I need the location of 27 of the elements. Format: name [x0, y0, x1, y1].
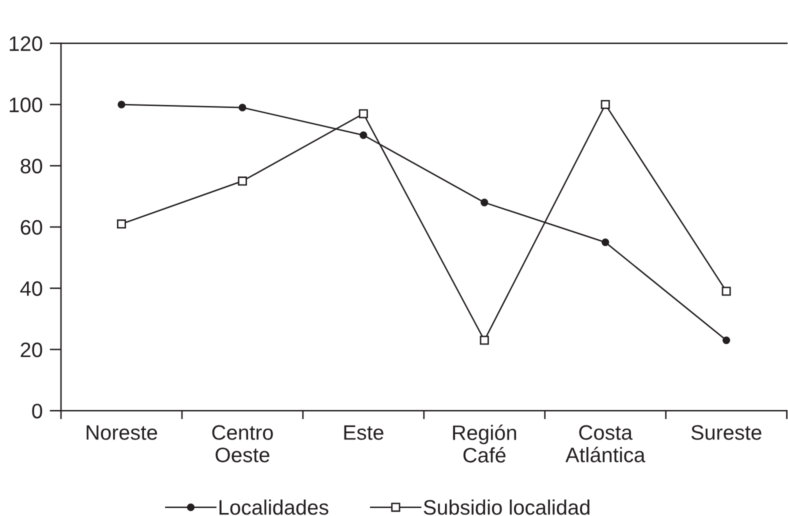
y-tick-label: 60: [20, 220, 42, 235]
point: [722, 336, 730, 344]
legend-label: Localidades: [220, 500, 328, 515]
y-tick-label: 20: [20, 342, 42, 358]
x-tick-label: Noreste: [86, 425, 158, 440]
y-tick-label: 80: [20, 158, 42, 174]
point: [360, 131, 368, 139]
point: [600, 100, 610, 110]
y-tick-label: 120: [10, 36, 42, 52]
x-tick-label: Sureste: [691, 425, 762, 440]
point: [118, 100, 126, 108]
point: [722, 286, 731, 296]
y-tick-label: 40: [20, 281, 42, 296]
legend-label: Subsidio localidad: [424, 500, 590, 515]
point: [602, 238, 610, 246]
x-tick-label: Centro Oeste: [212, 425, 273, 462]
point: [238, 104, 246, 112]
point: [480, 198, 488, 206]
x-tick-label: Región Café: [453, 424, 516, 463]
point: [480, 336, 489, 345]
x-tick-label: Costa Atlántica: [565, 425, 646, 462]
y-tick-label: 0: [32, 404, 42, 418]
x-tick-label: Este: [344, 425, 384, 440]
point: [358, 109, 368, 118]
y-tick-label: 100: [10, 98, 42, 112]
point: [116, 219, 126, 228]
point: [238, 176, 247, 186]
